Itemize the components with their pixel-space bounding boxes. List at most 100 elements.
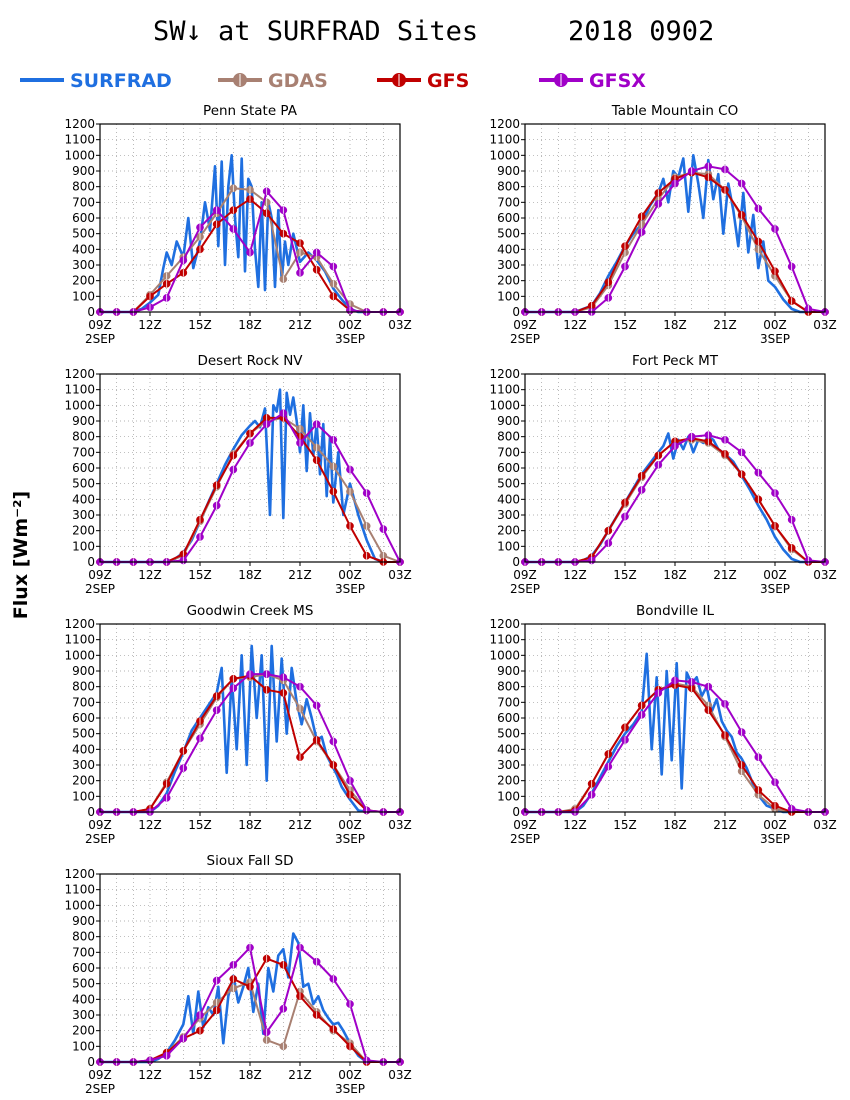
y-tick-label: 0 <box>512 305 520 319</box>
x-tick-label: 03Z <box>813 568 837 582</box>
y-tick-label: 1200 <box>64 117 95 131</box>
y-tick-label: 500 <box>72 977 95 991</box>
y-tick-label: 300 <box>72 508 95 522</box>
x-date-label: 3SEP <box>335 332 365 346</box>
y-tick-label: 700 <box>497 195 520 209</box>
x-tick-label: 03Z <box>813 818 837 832</box>
x-tick-label: 15Z <box>613 318 637 332</box>
y-tick-label: 700 <box>72 695 95 709</box>
x-tick-label: 09Z <box>88 318 112 332</box>
series-line <box>525 432 809 564</box>
y-tick-label: 800 <box>497 430 520 444</box>
plot-frame <box>99 123 401 313</box>
x-tick-label: 09Z <box>88 1068 112 1082</box>
y-tick-label: 300 <box>72 1008 95 1022</box>
y-tick-label: 500 <box>497 477 520 491</box>
y-tick-label: 1000 <box>64 898 95 912</box>
x-date-label: 3SEP <box>760 582 790 596</box>
y-tick-label: 600 <box>72 961 95 975</box>
y-tick-label: 1100 <box>64 883 95 897</box>
legend-label: SURFRAD <box>70 70 172 92</box>
y-tick-label: 400 <box>72 242 95 256</box>
grid <box>100 124 400 312</box>
series-gfs <box>521 168 829 316</box>
y-tick-label: 500 <box>497 727 520 741</box>
legend-label: GFSX <box>589 70 646 92</box>
plot-frame <box>524 123 826 313</box>
x-date-label: 2SEP <box>510 332 540 346</box>
panel-title: Sioux Fall SD <box>207 853 294 869</box>
y-tick-label: 0 <box>512 805 520 819</box>
x-tick-label: 12Z <box>563 318 587 332</box>
x-date-label: 3SEP <box>335 832 365 846</box>
y-tick-label: 500 <box>72 477 95 491</box>
panel-title: Table Mountain CO <box>611 103 738 119</box>
y-tick-label: 1000 <box>489 398 520 412</box>
legend-item: GFS <box>377 70 469 92</box>
y-tick-label: 600 <box>497 461 520 475</box>
x-tick-label: 03Z <box>388 568 412 582</box>
y-tick-label: 500 <box>72 727 95 741</box>
y-tick-label: 0 <box>87 805 95 819</box>
y-tick-label: 1100 <box>64 633 95 647</box>
plot-frame <box>99 873 401 1063</box>
y-tick-label: 200 <box>497 274 520 288</box>
y-tick-label: 200 <box>72 274 95 288</box>
x-tick-label: 21Z <box>288 318 312 332</box>
y-tick-label: 600 <box>497 711 520 725</box>
y-tick-label: 1200 <box>489 367 520 381</box>
y-tick-label: 600 <box>497 211 520 225</box>
x-tick-label: 12Z <box>138 568 162 582</box>
y-tick-label: 300 <box>497 508 520 522</box>
x-tick-label: 18Z <box>238 318 262 332</box>
y-tick-label: 100 <box>497 539 520 553</box>
x-date-label: 3SEP <box>335 1082 365 1096</box>
x-tick-label: 00Z <box>338 568 362 582</box>
grid <box>525 124 825 312</box>
y-tick-label: 1000 <box>64 398 95 412</box>
x-tick-label: 21Z <box>288 568 312 582</box>
x-tick-label: 09Z <box>88 818 112 832</box>
y-tick-label: 800 <box>72 680 95 694</box>
y-tick-label: 500 <box>497 227 520 241</box>
y-tick-label: 900 <box>497 664 520 678</box>
y-tick-label: 1200 <box>64 867 95 881</box>
x-tick-label: 03Z <box>388 818 412 832</box>
x-tick-label: 18Z <box>238 818 262 832</box>
panel-title: Goodwin Creek MS <box>187 603 314 619</box>
x-date-label: 2SEP <box>510 832 540 846</box>
y-tick-label: 600 <box>72 711 95 725</box>
x-tick-label: 03Z <box>388 318 412 332</box>
y-tick-label: 700 <box>72 945 95 959</box>
x-tick-label: 09Z <box>513 318 537 332</box>
x-tick-label: 12Z <box>138 818 162 832</box>
x-tick-label: 03Z <box>388 1068 412 1082</box>
x-tick-label: 15Z <box>188 818 212 832</box>
x-tick-label: 15Z <box>188 318 212 332</box>
y-tick-label: 100 <box>72 289 95 303</box>
series-surfrad <box>100 932 368 1064</box>
panel-title: Desert Rock NV <box>197 353 303 369</box>
legend-item: GDAS <box>218 70 328 92</box>
x-tick-label: 09Z <box>513 818 537 832</box>
panel-title: Fort Peck MT <box>632 353 719 369</box>
y-axis-label: Flux [Wm⁻²] <box>10 491 32 619</box>
x-tick-label: 15Z <box>188 568 212 582</box>
x-tick-label: 18Z <box>663 818 687 832</box>
x-date-label: 2SEP <box>85 582 115 596</box>
y-tick-label: 1000 <box>64 648 95 662</box>
legend-label: GFS <box>427 70 469 92</box>
figure-title: SW↓ at SURFRAD Sites <box>153 16 478 47</box>
series-gdas <box>521 168 829 316</box>
chart-panels: Penn State PA010020030040050060070080090… <box>64 103 836 1096</box>
x-tick-label: 00Z <box>338 318 362 332</box>
plot-frame <box>524 373 826 563</box>
y-tick-label: 300 <box>497 258 520 272</box>
